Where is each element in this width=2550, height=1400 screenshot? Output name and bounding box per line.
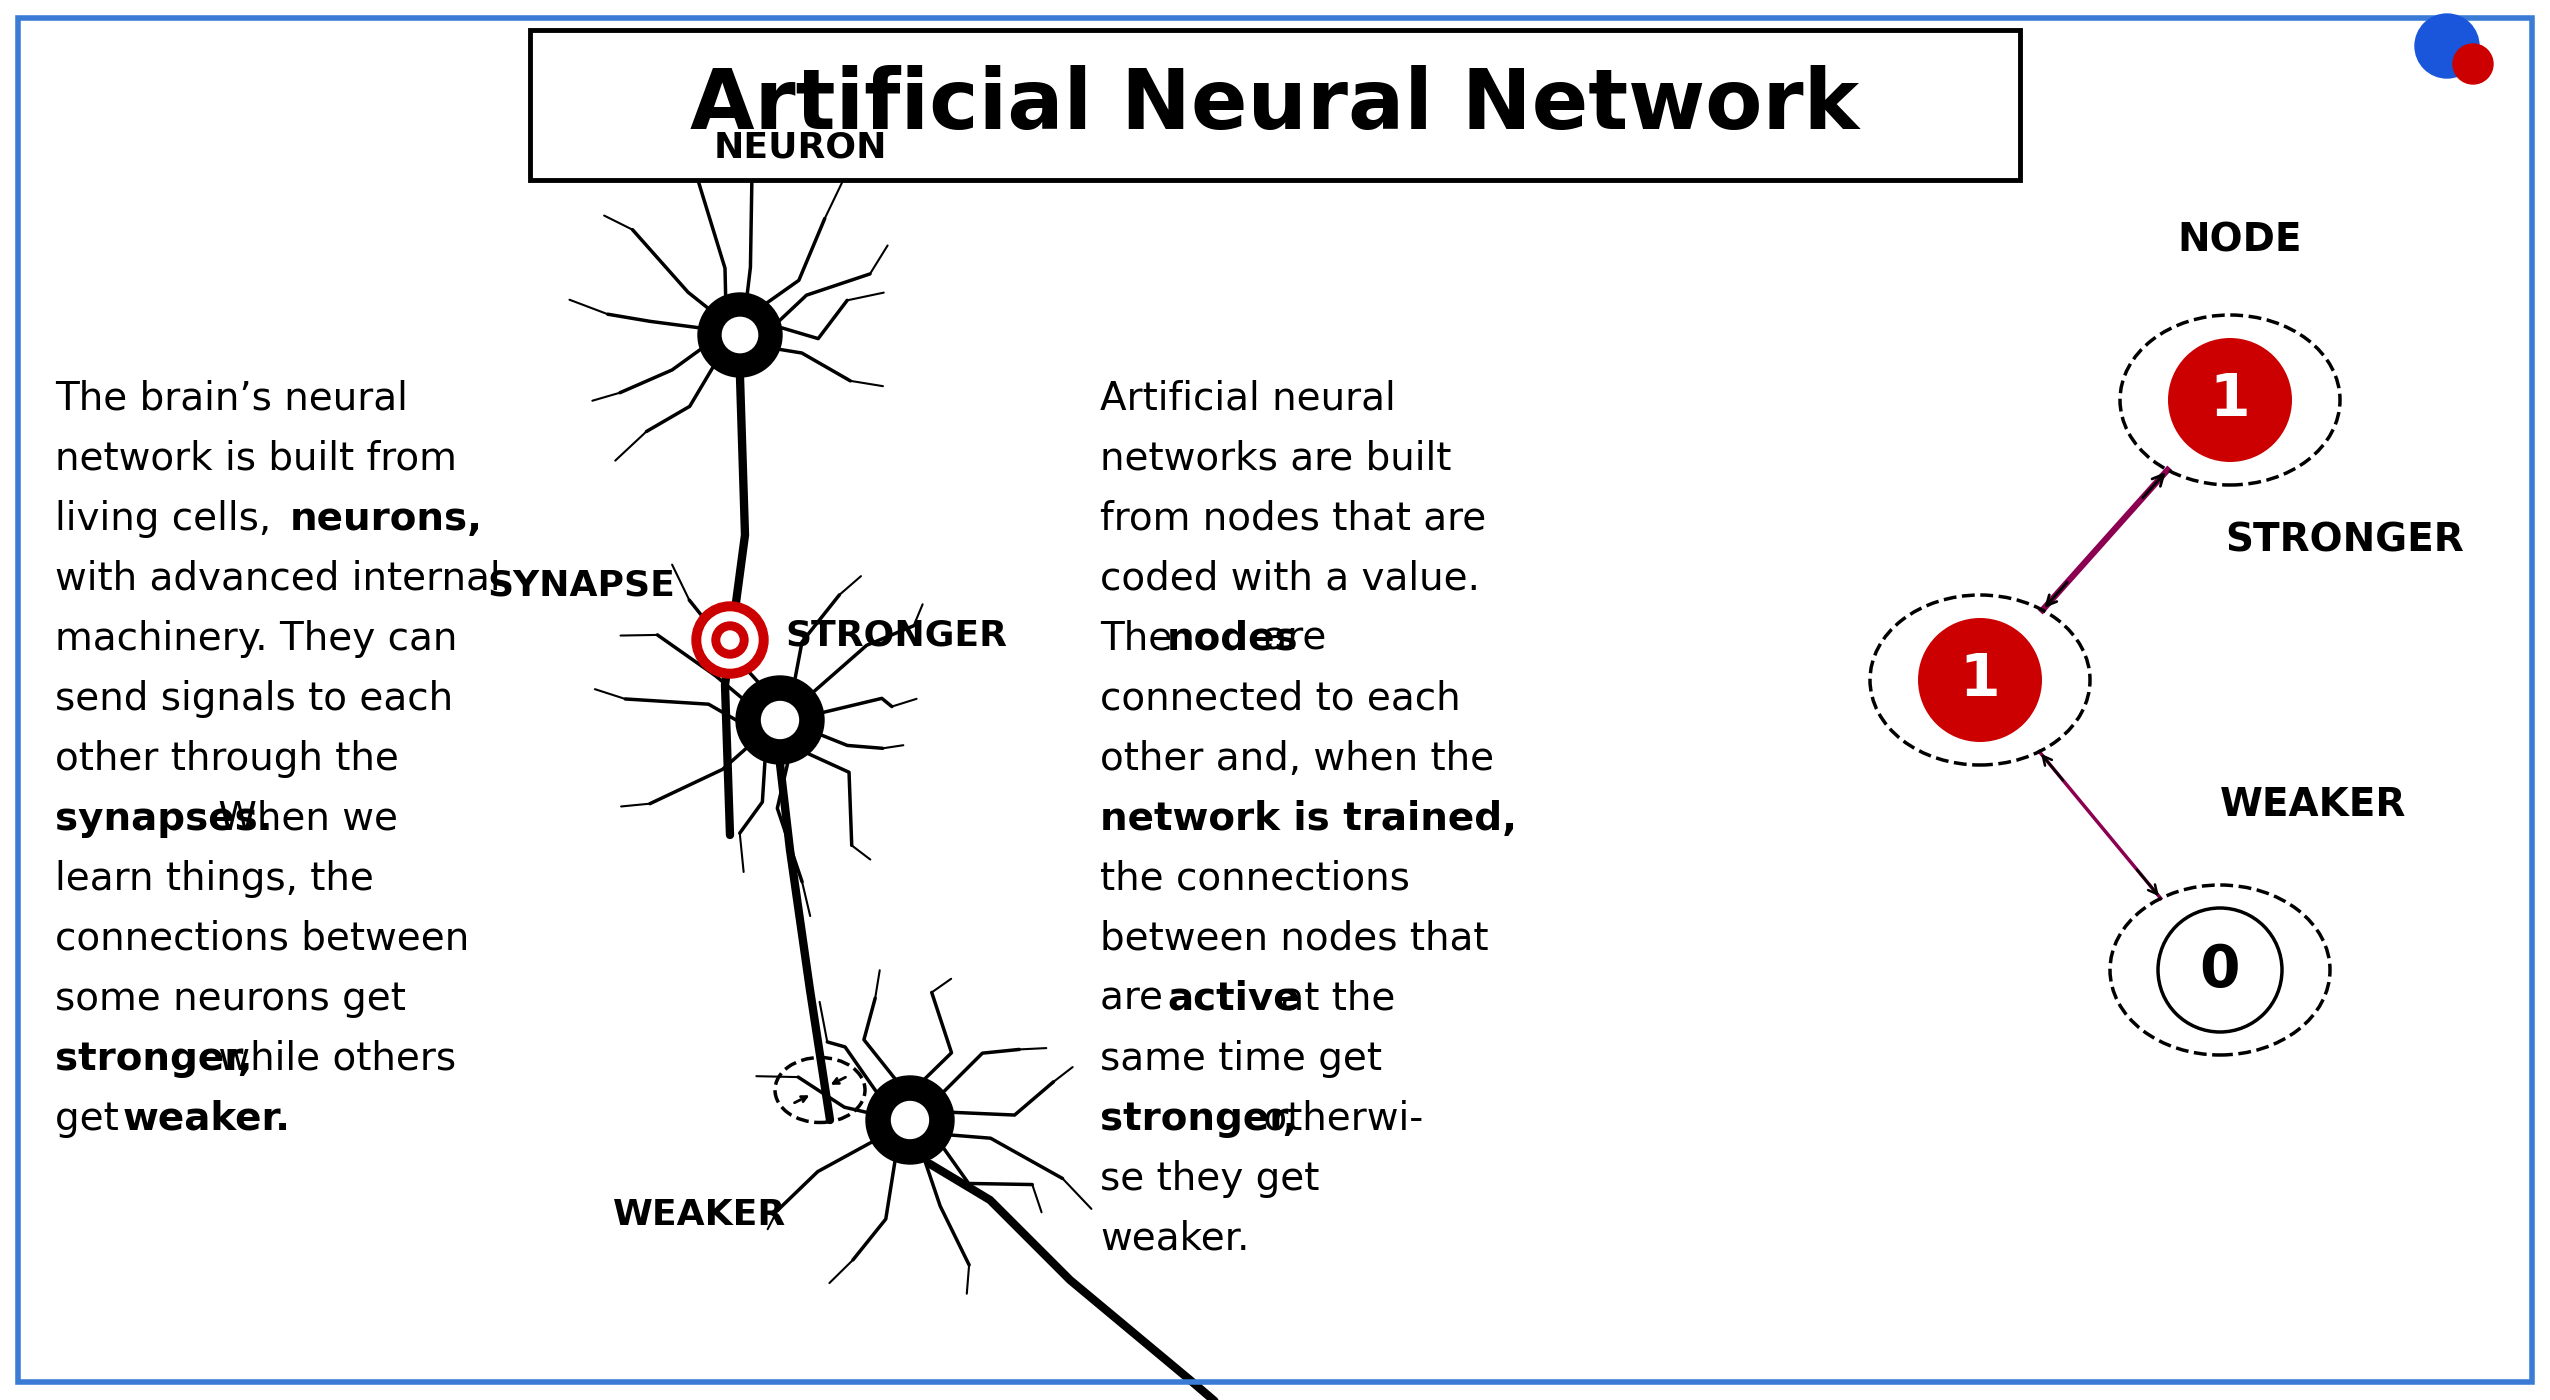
Circle shape xyxy=(2415,14,2479,78)
Text: are: are xyxy=(1252,620,1326,658)
Text: other and, when the: other and, when the xyxy=(1099,741,1494,778)
Text: network is built from: network is built from xyxy=(56,440,456,477)
Text: coded with a value.: coded with a value. xyxy=(1099,560,1479,598)
Circle shape xyxy=(699,293,783,377)
Text: network is trained,: network is trained, xyxy=(1099,799,1517,839)
Text: NODE: NODE xyxy=(2178,223,2303,260)
Text: are: are xyxy=(1099,980,1176,1018)
Text: WEAKER: WEAKER xyxy=(2221,785,2407,825)
Text: 1: 1 xyxy=(1961,651,1999,708)
Text: same time get: same time get xyxy=(1099,1040,1382,1078)
Text: some neurons get: some neurons get xyxy=(56,980,405,1018)
Circle shape xyxy=(737,676,824,764)
Text: The brain’s neural: The brain’s neural xyxy=(56,379,408,419)
Text: STRONGER: STRONGER xyxy=(785,617,1007,652)
Circle shape xyxy=(2157,909,2282,1032)
Text: the connections: the connections xyxy=(1099,860,1410,897)
Text: WEAKER: WEAKER xyxy=(615,1198,785,1232)
Text: at the: at the xyxy=(1267,980,1395,1018)
Text: Artificial neural: Artificial neural xyxy=(1099,379,1395,419)
Text: 1: 1 xyxy=(2211,371,2249,428)
Circle shape xyxy=(1918,617,2043,742)
Circle shape xyxy=(2453,43,2494,84)
Text: connections between: connections between xyxy=(56,920,469,958)
Text: get: get xyxy=(56,1100,130,1138)
Text: The: The xyxy=(1099,620,1186,658)
Text: NEURON: NEURON xyxy=(714,132,887,165)
Text: other through the: other through the xyxy=(56,741,398,778)
Text: active: active xyxy=(1168,980,1300,1018)
Text: machinery. They can: machinery. They can xyxy=(56,620,456,658)
Circle shape xyxy=(762,701,798,738)
Text: STRONGER: STRONGER xyxy=(2226,521,2463,559)
Circle shape xyxy=(722,318,757,353)
Text: nodes: nodes xyxy=(1168,620,1298,658)
Text: Artificial Neural Network: Artificial Neural Network xyxy=(691,64,1859,146)
Text: networks are built: networks are built xyxy=(1099,440,1451,477)
Text: neurons,: neurons, xyxy=(291,500,482,538)
Text: stronger,: stronger, xyxy=(56,1040,252,1078)
Text: 0: 0 xyxy=(2201,941,2241,998)
FancyBboxPatch shape xyxy=(530,29,2020,181)
Text: weaker.: weaker. xyxy=(122,1100,291,1138)
Circle shape xyxy=(722,631,740,650)
Circle shape xyxy=(691,602,768,678)
Text: living cells,: living cells, xyxy=(56,500,283,538)
Text: with advanced internal: with advanced internal xyxy=(56,560,500,598)
Text: synapses.: synapses. xyxy=(56,799,273,839)
Text: between nodes that: between nodes that xyxy=(1099,920,1489,958)
Text: SYNAPSE: SYNAPSE xyxy=(487,568,676,602)
Circle shape xyxy=(711,622,747,658)
Circle shape xyxy=(701,612,757,668)
Circle shape xyxy=(867,1077,954,1163)
Text: weaker.: weaker. xyxy=(1099,1219,1250,1259)
Text: from nodes that are: from nodes that are xyxy=(1099,500,1487,538)
Text: When we: When we xyxy=(207,799,398,839)
Text: connected to each: connected to each xyxy=(1099,680,1461,718)
Circle shape xyxy=(2168,337,2292,462)
Text: otherwi-: otherwi- xyxy=(1252,1100,1423,1138)
Text: send signals to each: send signals to each xyxy=(56,680,454,718)
Text: se they get: se they get xyxy=(1099,1161,1318,1198)
Text: stronger,: stronger, xyxy=(1099,1100,1298,1138)
Text: while others: while others xyxy=(207,1040,456,1078)
Text: learn things, the: learn things, the xyxy=(56,860,375,897)
Circle shape xyxy=(892,1102,928,1138)
